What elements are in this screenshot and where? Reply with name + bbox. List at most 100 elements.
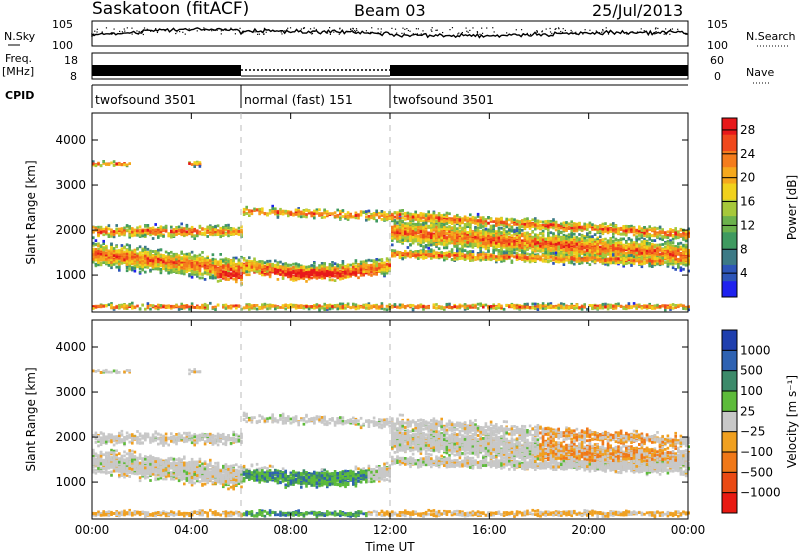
scatter-cell (255, 262, 259, 266)
scatter-cell (193, 165, 196, 168)
scatter-cell (141, 255, 144, 259)
scatter-cell (430, 239, 433, 242)
scatter-cell (144, 263, 147, 267)
scatter-cell (258, 260, 261, 263)
scatter-cell (162, 226, 165, 230)
scatter-cell (279, 268, 282, 272)
scatter-cell (125, 255, 129, 259)
scatter-cell (133, 229, 137, 232)
scatter-cell (396, 221, 399, 225)
scatter-cell (151, 262, 155, 265)
scatter-cell (411, 304, 415, 307)
scatter-cell (209, 233, 212, 236)
scatter-cell (141, 253, 144, 257)
scatter-cell (167, 252, 170, 255)
scatter-cell (365, 215, 368, 219)
scatter-cell (151, 263, 155, 267)
scatter-cell (198, 230, 202, 234)
scatter-cell (456, 220, 459, 224)
nsearch-point (409, 30, 411, 32)
scatter-cell (435, 303, 438, 306)
scatter-cell (149, 307, 152, 311)
scatter-cell (292, 269, 295, 273)
scatter-cell (94, 305, 98, 309)
scatter-cell (396, 233, 399, 237)
scatter-cell (206, 235, 209, 238)
scatter-cell (422, 252, 425, 256)
nsearch-point (640, 28, 642, 30)
scatter-cell (105, 163, 108, 166)
scatter-cell (315, 268, 319, 271)
nsearch-point (338, 33, 340, 35)
scatter-cell (123, 306, 126, 310)
scatter-cell (229, 260, 233, 263)
scatter-cell (120, 305, 124, 309)
scatter-cell (99, 164, 103, 168)
scatter-cell (154, 263, 157, 267)
scatter-cell (417, 223, 420, 226)
scatter-cell (427, 217, 430, 220)
scatter-cell (144, 251, 147, 255)
scatter-cell (159, 264, 163, 267)
scatter-cell (294, 262, 298, 266)
scatter-cell (110, 263, 113, 267)
scatter-cell (232, 266, 235, 270)
scatter-cell (149, 231, 152, 234)
scatter-cell (393, 224, 397, 228)
scatter-cell (445, 251, 449, 255)
nsearch-point (449, 29, 451, 31)
scatter-cell (435, 251, 438, 255)
scatter-cell (287, 272, 290, 276)
scatter-cell (414, 234, 417, 238)
scatter-cell (120, 163, 124, 167)
scatter-cell (411, 222, 415, 226)
scatter-cell (401, 252, 404, 255)
nsearch-point (136, 30, 138, 32)
nsearch-point (234, 33, 236, 35)
nsearch-point (640, 31, 642, 33)
scatter-cell (136, 226, 139, 230)
scatter-cell (263, 302, 267, 306)
scatter-cell (170, 250, 173, 254)
scatter-cell (380, 305, 384, 308)
scatter-cell (445, 246, 449, 250)
scatter-cell (229, 272, 233, 276)
scatter-cell (216, 279, 220, 283)
scatter-cell (450, 248, 454, 251)
scatter-cell (172, 229, 176, 233)
scatter-cell (154, 267, 157, 271)
scatter-cell (268, 264, 272, 268)
scatter-cell (209, 270, 212, 273)
scatter-cell (271, 264, 274, 268)
scatter-cell (164, 229, 168, 233)
scatter-cell (99, 225, 103, 229)
scatter-cell (294, 304, 298, 307)
nsearch-point (558, 28, 560, 30)
scatter-cell (128, 254, 131, 258)
scatter-cell (240, 263, 243, 267)
scatter-cell (393, 231, 397, 235)
nave-tick-bottom: 0 (714, 70, 721, 83)
scatter-cell (216, 233, 220, 236)
scatter-cell (115, 261, 118, 265)
scatter-cell (336, 268, 339, 272)
scatter-cell (437, 242, 441, 246)
nsearch-point (575, 31, 577, 33)
scatter-cell (370, 259, 373, 263)
scatter-cell (224, 233, 228, 236)
nsearch-point (239, 27, 241, 29)
scatter-cell (157, 267, 160, 271)
scatter-cell (430, 219, 433, 223)
scatter-cell (359, 273, 363, 277)
scatter-cell (300, 215, 303, 219)
nsearch-point (541, 31, 543, 33)
scatter-cell (136, 304, 139, 308)
scatter-cell (144, 307, 147, 311)
scatter-cell (177, 308, 181, 311)
nsearch-point (469, 29, 471, 32)
scatter-cell (180, 305, 183, 309)
scatter-cell (258, 207, 261, 211)
scatter-cell (133, 305, 137, 309)
scatter-cell (440, 254, 443, 258)
scatter-cell (92, 236, 95, 240)
